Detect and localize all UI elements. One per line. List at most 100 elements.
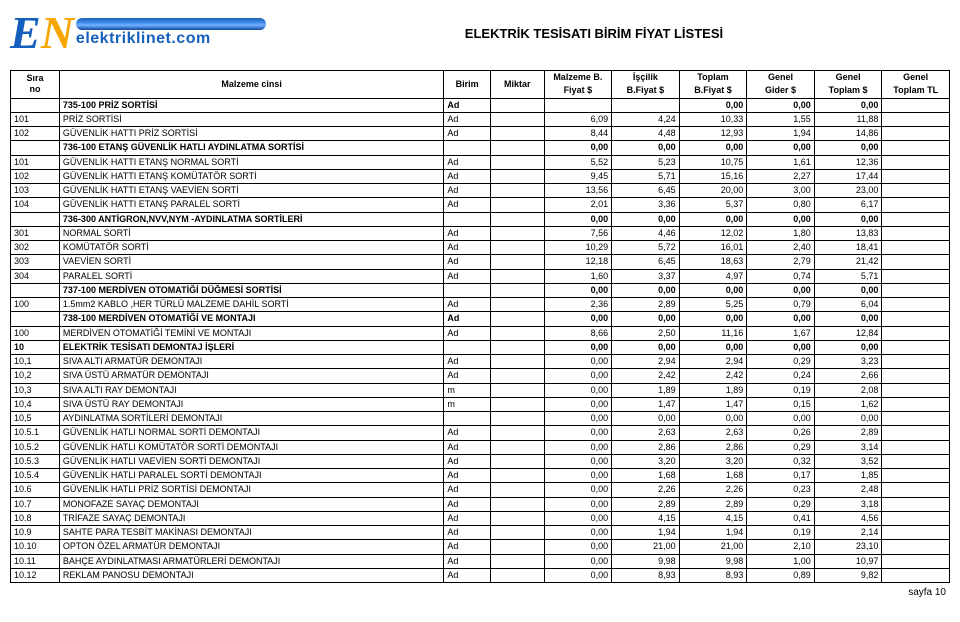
cell: NORMAL SORTİ [59, 226, 443, 240]
cell [882, 312, 950, 326]
col-miktar: Miktar [490, 71, 544, 99]
cell [882, 184, 950, 198]
cell: 0,00 [544, 454, 612, 468]
cell: 9,98 [612, 554, 680, 568]
cell: 2,40 [747, 241, 815, 255]
cell [882, 397, 950, 411]
cell: 18,63 [679, 255, 747, 269]
cell: Ad [444, 98, 491, 112]
logo-domain: elektriklinet.com [76, 30, 266, 48]
cell [882, 198, 950, 212]
cell: 0,00 [544, 469, 612, 483]
cell: Ad [444, 497, 491, 511]
cell: 9,45 [544, 169, 612, 183]
cell [490, 540, 544, 554]
cell [490, 326, 544, 340]
cell: Ad [444, 469, 491, 483]
cell: GÜVENLİK HATTI ETANŞ PARALEL SORTİ [59, 198, 443, 212]
cell: 4,24 [612, 112, 680, 126]
cell: Ad [444, 369, 491, 383]
cell: 0,00 [679, 340, 747, 354]
cell: 8,66 [544, 326, 612, 340]
cell: Ad [444, 326, 491, 340]
cell [490, 112, 544, 126]
cell: 0,00 [612, 312, 680, 326]
table-row: 10,3SIVA ALTI RAY DEMONTAJIm0,001,891,89… [11, 383, 950, 397]
cell: 12,02 [679, 226, 747, 240]
cell: 6,17 [814, 198, 882, 212]
cell: 0,23 [747, 483, 815, 497]
cell: 101 [11, 155, 60, 169]
cell [490, 155, 544, 169]
cell: 12,18 [544, 255, 612, 269]
cell: 17,44 [814, 169, 882, 183]
table-row: 102GÜVENLİK HATTI ETANŞ KOMÜTATÖR SORTİA… [11, 169, 950, 183]
cell: 15,16 [679, 169, 747, 183]
cell [882, 169, 950, 183]
cell: 6,45 [612, 184, 680, 198]
cell: 1,89 [679, 383, 747, 397]
cell: 102 [11, 127, 60, 141]
cell: Ad [444, 355, 491, 369]
col-bfiyat2: B.Fiyat $ [679, 84, 747, 98]
cell: 4,46 [612, 226, 680, 240]
cell: 0,00 [814, 340, 882, 354]
cell [882, 112, 950, 126]
page-title: ELEKTRİK TESİSATI BİRİM FİYAT LİSTESİ [278, 26, 910, 41]
cell: 3,20 [679, 454, 747, 468]
cell: GÜVENLİK HATLI NORMAL SORTİ DEMONTAJI [59, 426, 443, 440]
logo-bar [76, 18, 266, 30]
cell: GÜVENLİK HATLI PRİZ SORTİSİ DEMONTAJI [59, 483, 443, 497]
cell: 1,94 [612, 526, 680, 540]
cell: 5,71 [814, 269, 882, 283]
cell: 0,00 [612, 412, 680, 426]
page: EN elektriklinet.com ELEKTRİK TESİSATI B… [0, 0, 960, 622]
cell [882, 426, 950, 440]
cell: 2,42 [612, 369, 680, 383]
cell [882, 440, 950, 454]
cell: 0,89 [747, 568, 815, 582]
cell [490, 554, 544, 568]
table-row: 301NORMAL SORTİAd7,564,4612,021,8013,83 [11, 226, 950, 240]
cell: 4,56 [814, 511, 882, 525]
cell: Ad [444, 184, 491, 198]
cell [882, 298, 950, 312]
cell: 0,00 [544, 526, 612, 540]
cell: 0,00 [544, 355, 612, 369]
logo-domain-wrap: elektriklinet.com [76, 18, 266, 48]
cell [444, 212, 491, 226]
cell: Ad [444, 540, 491, 554]
col-malzeme-b: Malzeme B. [544, 71, 612, 85]
cell: 302 [11, 241, 60, 255]
cell [882, 497, 950, 511]
cell: 2,89 [612, 497, 680, 511]
cell [882, 540, 950, 554]
col-malzeme: Malzeme cinsi [59, 71, 443, 99]
cell: 10,97 [814, 554, 882, 568]
cell: 2,26 [612, 483, 680, 497]
cell: 0,00 [612, 141, 680, 155]
cell: Ad [444, 440, 491, 454]
cell: 20,00 [679, 184, 747, 198]
table-row: 302KOMÜTATÖR SORTİAd10,295,7216,012,4018… [11, 241, 950, 255]
col-iscilik: İşçilik [612, 71, 680, 85]
cell: 1,60 [544, 269, 612, 283]
cell: 0,00 [814, 283, 882, 297]
cell: GÜVENLİK HATTI ETANŞ VAEVİEN SORTİ [59, 184, 443, 198]
table-row: 304PARALEL SORTİAd1,603,374,970,745,71 [11, 269, 950, 283]
cell: 0,00 [544, 312, 612, 326]
cell: 8,93 [612, 568, 680, 582]
cell [444, 412, 491, 426]
cell [490, 397, 544, 411]
cell: Ad [444, 483, 491, 497]
cell: 0,00 [612, 340, 680, 354]
cell: 3,52 [814, 454, 882, 468]
cell: 2,10 [747, 540, 815, 554]
table-row: 10,4SIVA ÜSTÜ RAY DEMONTAJIm0,001,471,47… [11, 397, 950, 411]
cell: 10.9 [11, 526, 60, 540]
cell [490, 526, 544, 540]
cell: 3,20 [612, 454, 680, 468]
cell: 5,52 [544, 155, 612, 169]
cell: 1,67 [747, 326, 815, 340]
cell: 0,00 [544, 369, 612, 383]
